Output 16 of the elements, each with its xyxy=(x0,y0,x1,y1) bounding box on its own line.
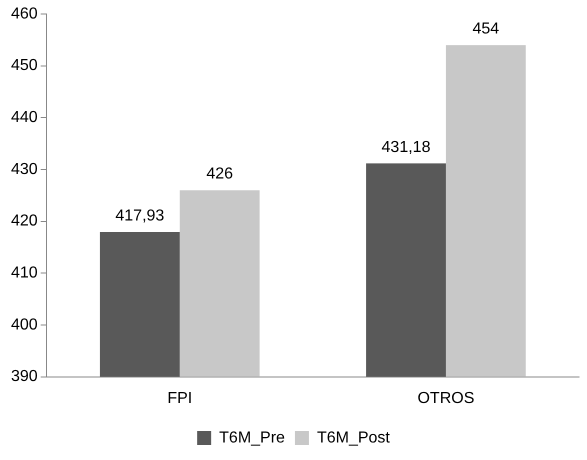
y-tick-label: 410 xyxy=(10,264,38,282)
y-tick-label: 440 xyxy=(10,109,38,126)
legend-label: T6M_Post xyxy=(316,429,390,446)
data-label: 454 xyxy=(472,20,500,38)
x-tick-label: FPI xyxy=(167,390,192,407)
data-label: 431,18 xyxy=(382,138,431,156)
y-tick-label: 430 xyxy=(10,160,38,178)
data-label: 417,93 xyxy=(115,207,164,224)
y-tick-label: 400 xyxy=(10,316,38,334)
y-tick-label: 450 xyxy=(10,57,38,74)
legend-label: T6M_Pre xyxy=(219,429,286,446)
y-tick-label: 390 xyxy=(10,368,38,386)
y-tick-label: 460 xyxy=(10,5,38,22)
x-tick-label: OTROS xyxy=(417,390,474,407)
data-label: 426 xyxy=(206,166,234,183)
y-tick-label: 420 xyxy=(10,212,38,230)
